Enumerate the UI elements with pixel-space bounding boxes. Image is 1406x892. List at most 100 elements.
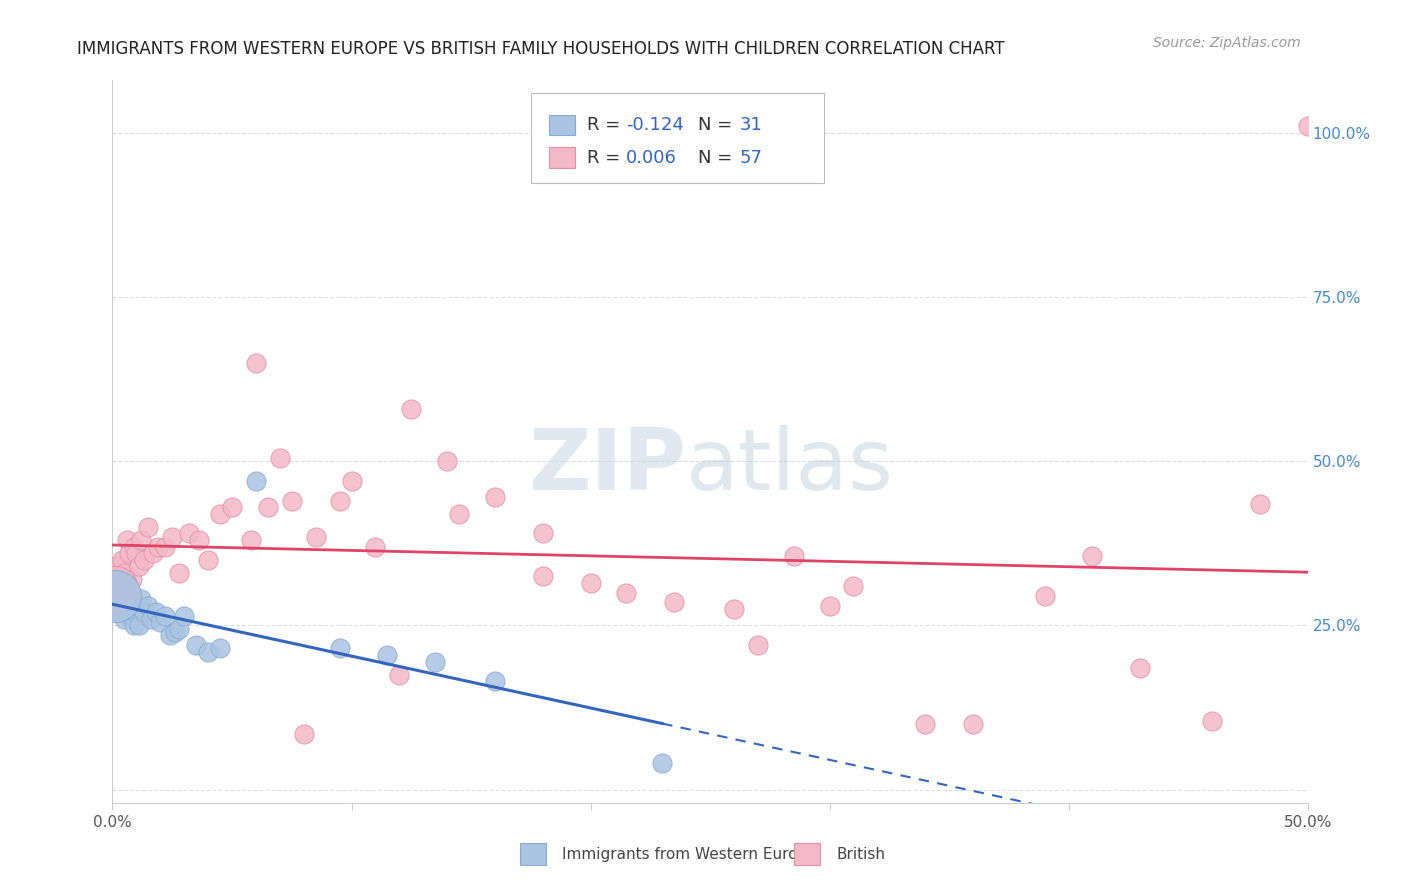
- Point: [118, 546, 141, 560]
- Point: [245, 474, 267, 488]
- Point: [818, 599, 841, 613]
- Point: [1033, 589, 1056, 603]
- Point: [105, 585, 128, 599]
- Point: [118, 605, 141, 619]
- Point: [292, 727, 315, 741]
- Point: [664, 595, 686, 609]
- Point: [169, 622, 191, 636]
- Point: [138, 599, 160, 613]
- Point: [747, 638, 769, 652]
- Point: [121, 612, 143, 626]
- Point: [115, 592, 138, 607]
- Point: [651, 756, 673, 771]
- Point: [138, 520, 160, 534]
- Point: [305, 530, 328, 544]
- Text: R =: R =: [586, 116, 626, 134]
- Point: [146, 540, 169, 554]
- Text: N =: N =: [699, 149, 738, 167]
- Point: [128, 618, 150, 632]
- Point: [162, 530, 183, 544]
- Text: 0.006: 0.006: [627, 149, 678, 167]
- Point: [186, 638, 208, 652]
- Point: [531, 569, 554, 583]
- Point: [122, 540, 145, 554]
- Point: [121, 573, 143, 587]
- Text: ZIP: ZIP: [529, 425, 686, 508]
- Point: [269, 450, 291, 465]
- Point: [197, 553, 219, 567]
- Point: [108, 579, 131, 593]
- Text: N =: N =: [699, 116, 738, 134]
- Point: [114, 612, 135, 626]
- Point: [616, 585, 638, 599]
- Point: [153, 540, 176, 554]
- Point: [163, 625, 186, 640]
- Point: [484, 674, 506, 689]
- Point: [104, 592, 127, 607]
- Point: [240, 533, 263, 547]
- Point: [340, 474, 363, 488]
- Point: [484, 491, 506, 505]
- Point: [842, 579, 865, 593]
- Point: [159, 628, 181, 642]
- Point: [329, 493, 352, 508]
- Point: [425, 655, 447, 669]
- Point: [111, 553, 134, 567]
- Text: 31: 31: [740, 116, 763, 134]
- Text: -0.124: -0.124: [627, 116, 685, 134]
- Point: [125, 605, 148, 619]
- Point: [169, 566, 191, 580]
- Text: 57: 57: [740, 149, 763, 167]
- Point: [128, 559, 150, 574]
- Point: [447, 507, 470, 521]
- Point: [329, 641, 352, 656]
- Point: [281, 493, 304, 508]
- Point: [1081, 549, 1104, 564]
- Point: [1201, 714, 1223, 728]
- Point: [177, 526, 200, 541]
- Point: [104, 582, 127, 597]
- Point: [187, 533, 209, 547]
- Point: [145, 605, 167, 619]
- Point: [209, 641, 232, 656]
- Point: [104, 582, 127, 597]
- Point: [257, 500, 280, 515]
- Point: [388, 667, 411, 681]
- Point: [129, 592, 152, 607]
- Text: atlas: atlas: [686, 425, 894, 508]
- Point: [531, 526, 554, 541]
- Point: [108, 605, 131, 619]
- Text: R =: R =: [586, 149, 626, 167]
- Point: [122, 618, 145, 632]
- FancyBboxPatch shape: [548, 147, 575, 168]
- Point: [401, 401, 423, 416]
- Point: [914, 717, 936, 731]
- Point: [115, 533, 138, 547]
- Point: [105, 559, 128, 574]
- Text: Immigrants from Western Europe: Immigrants from Western Europe: [562, 847, 817, 862]
- Point: [114, 566, 135, 580]
- Point: [173, 608, 195, 623]
- Point: [104, 589, 127, 603]
- Point: [723, 602, 745, 616]
- Point: [139, 612, 162, 626]
- Point: [197, 645, 219, 659]
- Point: [125, 546, 148, 560]
- FancyBboxPatch shape: [531, 93, 824, 183]
- Point: [209, 507, 232, 521]
- Point: [245, 356, 267, 370]
- Text: British: British: [837, 847, 886, 862]
- Point: [364, 540, 387, 554]
- Text: Source: ZipAtlas.com: Source: ZipAtlas.com: [1153, 36, 1301, 50]
- Point: [153, 608, 176, 623]
- Point: [142, 546, 165, 560]
- Point: [962, 717, 984, 731]
- Point: [436, 454, 458, 468]
- Point: [377, 648, 399, 662]
- Point: [1249, 497, 1271, 511]
- Point: [149, 615, 172, 630]
- FancyBboxPatch shape: [548, 115, 575, 136]
- Point: [132, 605, 155, 619]
- Point: [132, 553, 155, 567]
- Point: [129, 533, 152, 547]
